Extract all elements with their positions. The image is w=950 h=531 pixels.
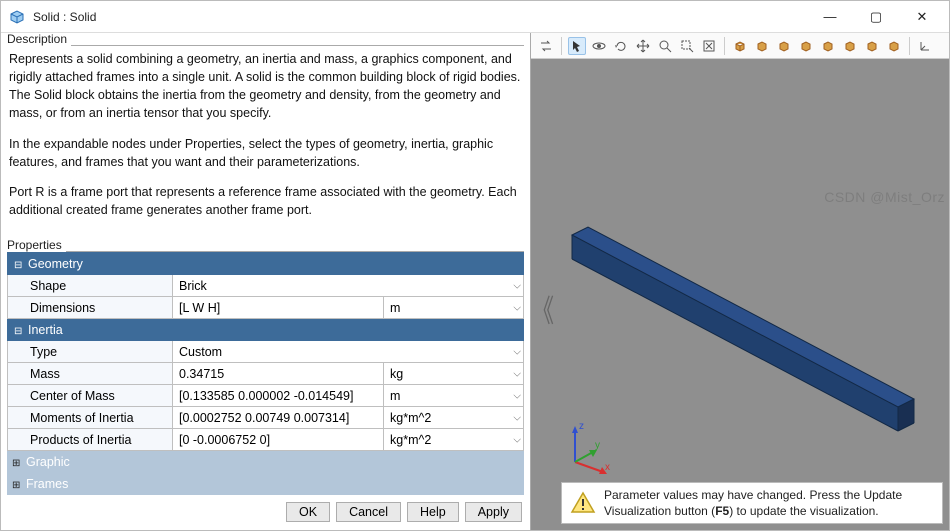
- fit-icon[interactable]: [700, 37, 718, 55]
- dimensions-label: Dimensions: [8, 297, 173, 319]
- description-body: Represents a solid combining a geometry,…: [7, 46, 524, 237]
- row-shape: Shape Brick⌵: [8, 275, 524, 297]
- zoom-region-icon[interactable]: [678, 37, 696, 55]
- close-button[interactable]: ✕: [899, 1, 945, 33]
- collapse-panel-icon[interactable]: 《: [532, 287, 554, 332]
- select-icon[interactable]: [568, 37, 586, 55]
- solid-render: [550, 135, 930, 455]
- geometry-header[interactable]: ⊟Geometry: [8, 253, 524, 275]
- description-p1: Represents a solid combining a geometry,…: [9, 50, 522, 123]
- swap-icon[interactable]: [537, 37, 555, 55]
- view-bottom-icon[interactable]: [863, 37, 881, 55]
- view-right-icon[interactable]: [819, 37, 837, 55]
- view-iso-icon[interactable]: [731, 37, 749, 55]
- rotate-icon[interactable]: [612, 37, 630, 55]
- row-poi: Products of Inertia [0 -0.0006752 0] kg*…: [8, 429, 524, 451]
- apply-button[interactable]: Apply: [465, 502, 522, 522]
- titlebar[interactable]: Solid : Solid — ▢ ✕: [1, 1, 949, 33]
- description-p3: Port R is a frame port that represents a…: [9, 183, 522, 219]
- warning-icon: [570, 490, 596, 516]
- frames-header[interactable]: ⊞Frames: [8, 473, 524, 495]
- inertia-header[interactable]: ⊟Inertia: [8, 319, 524, 341]
- moi-value[interactable]: [0.0002752 0.00749 0.007314]: [173, 407, 384, 429]
- mass-value[interactable]: 0.34715: [173, 363, 384, 385]
- shape-label: Shape: [8, 275, 173, 297]
- window-root: Solid : Solid — ▢ ✕ Description Represen…: [0, 0, 950, 531]
- chevron-down-icon: ⌵: [513, 280, 521, 291]
- row-com: Center of Mass [0.133585 0.000002 -0.014…: [8, 385, 524, 407]
- view-top-icon[interactable]: [841, 37, 859, 55]
- description-p2: In the expandable nodes under Properties…: [9, 135, 522, 171]
- viewport-3d[interactable]: CSDN @Mist_Orz z x y Parameter values ma…: [531, 59, 949, 530]
- right-panel: CSDN @Mist_Orz z x y Parameter values ma…: [531, 33, 949, 530]
- poi-value[interactable]: [0 -0.0006752 0]: [173, 429, 384, 451]
- pan-icon[interactable]: [634, 37, 652, 55]
- window-title: Solid : Solid: [33, 10, 807, 24]
- chevron-down-icon: ⌵: [513, 434, 521, 445]
- properties-table: ⊟Geometry Shape Brick⌵ Dimensions [L W H…: [7, 252, 524, 495]
- warning-banner: Parameter values may have changed. Press…: [561, 482, 943, 524]
- solid-icon: [9, 9, 25, 25]
- axes-icon[interactable]: [916, 37, 934, 55]
- orbit-icon[interactable]: [590, 37, 608, 55]
- moi-unit[interactable]: kg*m^2⌵: [384, 407, 524, 429]
- properties-legend: Properties: [7, 238, 66, 252]
- mass-label: Mass: [8, 363, 173, 385]
- com-unit[interactable]: m⌵: [384, 385, 524, 407]
- left-panel: Description Represents a solid combining…: [1, 33, 531, 530]
- type-label: Type: [8, 341, 173, 363]
- dialog-buttons: OK Cancel Help Apply: [7, 496, 524, 524]
- zoom-icon[interactable]: [656, 37, 674, 55]
- dimensions-value[interactable]: [L W H]: [173, 297, 384, 319]
- row-dimensions: Dimensions [L W H] m⌵: [8, 297, 524, 319]
- view-left-icon[interactable]: [797, 37, 815, 55]
- shape-value[interactable]: Brick⌵: [173, 275, 524, 297]
- dimensions-unit[interactable]: m⌵: [384, 297, 524, 319]
- mass-unit[interactable]: kg⌵: [384, 363, 524, 385]
- viewport-toolbar: [531, 33, 949, 59]
- chevron-down-icon: ⌵: [513, 412, 521, 423]
- row-moi: Moments of Inertia [0.0002752 0.00749 0.…: [8, 407, 524, 429]
- view-back-icon[interactable]: [775, 37, 793, 55]
- row-mass: Mass 0.34715 kg⌵: [8, 363, 524, 385]
- warning-text: Parameter values may have changed. Press…: [604, 487, 934, 519]
- cancel-button[interactable]: Cancel: [336, 502, 401, 522]
- help-button[interactable]: Help: [407, 502, 459, 522]
- com-value[interactable]: [0.133585 0.000002 -0.014549]: [173, 385, 384, 407]
- description-legend: Description: [7, 33, 71, 46]
- type-value[interactable]: Custom⌵: [173, 341, 524, 363]
- chevron-down-icon: ⌵: [513, 390, 521, 401]
- view-front-icon[interactable]: [753, 37, 771, 55]
- description-section: Description Represents a solid combining…: [7, 35, 524, 237]
- chevron-down-icon: ⌵: [513, 368, 521, 379]
- poi-label: Products of Inertia: [8, 429, 173, 451]
- minimize-button[interactable]: —: [807, 1, 853, 33]
- view-custom-icon[interactable]: [885, 37, 903, 55]
- row-type: Type Custom⌵: [8, 341, 524, 363]
- moi-label: Moments of Inertia: [8, 407, 173, 429]
- chevron-down-icon: ⌵: [513, 302, 521, 313]
- chevron-down-icon: ⌵: [513, 346, 521, 357]
- com-label: Center of Mass: [8, 385, 173, 407]
- svg-text:x: x: [605, 462, 610, 473]
- ok-button[interactable]: OK: [286, 502, 330, 522]
- maximize-button[interactable]: ▢: [853, 1, 899, 33]
- properties-section: Properties ⊟Geometry Shape Brick⌵ Dimens…: [7, 241, 524, 496]
- graphic-header[interactable]: ⊞Graphic: [8, 451, 524, 473]
- poi-unit[interactable]: kg*m^2⌵: [384, 429, 524, 451]
